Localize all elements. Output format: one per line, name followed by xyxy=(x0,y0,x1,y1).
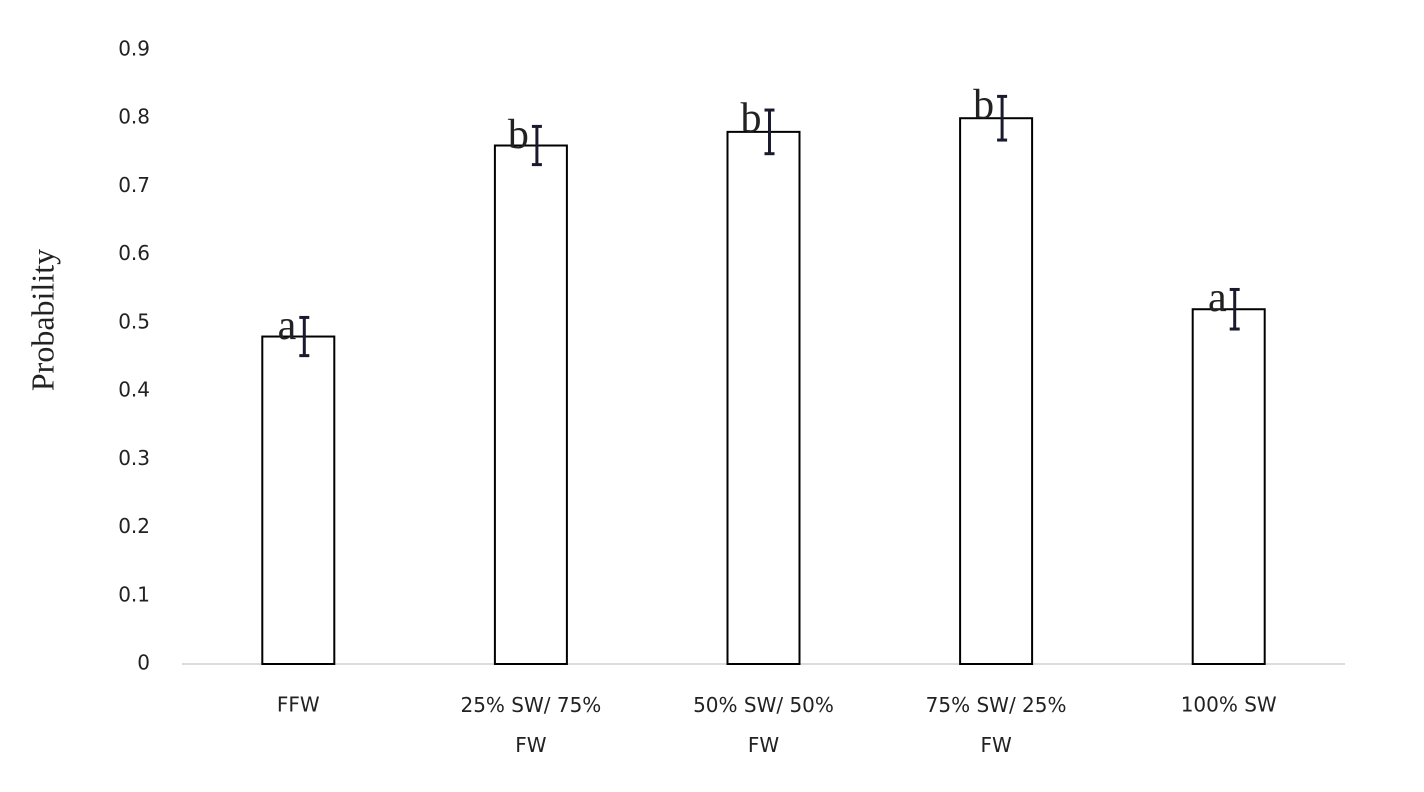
x-tick-label: 50% SW/ 50% FW xyxy=(693,693,834,757)
bar xyxy=(959,117,1034,665)
y-tick-label: 0.9 xyxy=(118,37,150,61)
y-tick-label: 0.8 xyxy=(118,105,150,129)
y-tick-label: 0.7 xyxy=(118,173,150,197)
x-tick-label: 100% SW xyxy=(1181,693,1277,717)
y-axis-label: Probability xyxy=(24,249,60,391)
y-tick-label: 0 xyxy=(137,651,150,675)
y-tick-label: 0.1 xyxy=(118,582,150,606)
significance-letter: b xyxy=(973,82,994,128)
significance-letter: a xyxy=(278,303,297,349)
bar xyxy=(261,335,336,665)
error-bar xyxy=(764,108,775,156)
y-tick-label: 0.6 xyxy=(118,241,150,265)
y-tick-label: 0.2 xyxy=(118,514,150,538)
bar xyxy=(726,130,801,666)
bar xyxy=(1191,308,1266,665)
significance-letter: b xyxy=(741,96,762,142)
error-bar xyxy=(997,94,1008,142)
y-tick-label: 0.3 xyxy=(118,446,150,470)
error-bar xyxy=(299,315,310,358)
y-tick-label: 0.4 xyxy=(118,378,150,402)
y-tick-label: 0.5 xyxy=(118,309,150,333)
error-bar xyxy=(1229,287,1240,331)
bar xyxy=(493,144,568,665)
x-tick-label: 75% SW/ 25% FW xyxy=(926,693,1067,757)
error-bar xyxy=(531,124,542,167)
x-tick-label: FFW xyxy=(277,693,320,717)
significance-letter: a xyxy=(1208,275,1227,321)
significance-letter: b xyxy=(508,112,529,158)
x-tick-label: 25% SW/ 75% FW xyxy=(460,693,601,757)
